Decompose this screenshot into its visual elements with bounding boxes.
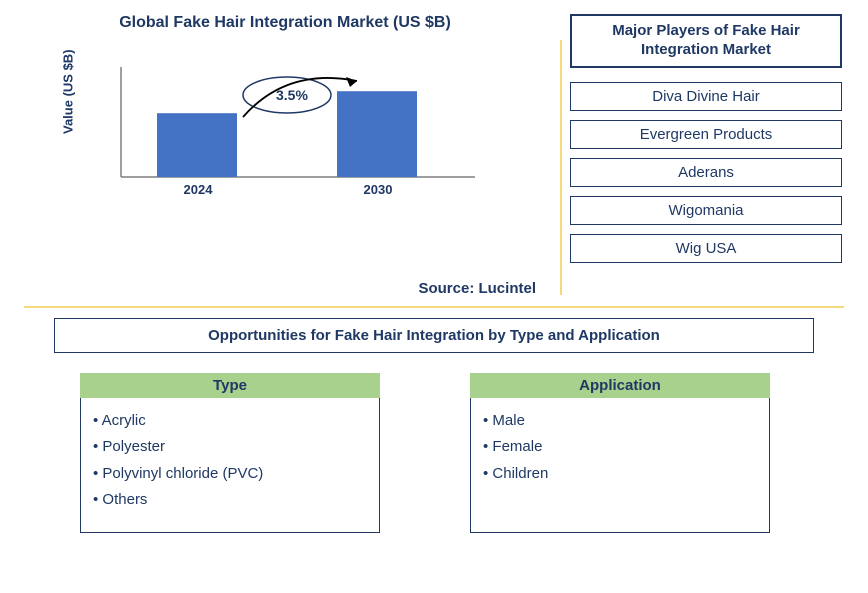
type-item: Acrylic	[93, 408, 367, 434]
source-label: Source: Lucintel	[418, 280, 536, 297]
type-column-header: Type	[80, 373, 380, 398]
chart-ylabel: Value (US $B)	[61, 49, 76, 134]
bar-chart-svg	[75, 57, 495, 197]
application-item: Female	[483, 434, 757, 460]
application-column: Application Male Female Children	[470, 373, 770, 533]
application-item: Children	[483, 461, 757, 487]
x-category-0: 2024	[158, 182, 238, 197]
chart-panel: Global Fake Hair Integration Market (US …	[0, 0, 570, 305]
growth-arrow-head	[346, 77, 357, 87]
bar-2024	[157, 113, 237, 177]
player-item: Evergreen Products	[570, 120, 842, 149]
type-list-box: Acrylic Polyester Polyvinyl chloride (PV…	[80, 398, 380, 533]
top-section: Global Fake Hair Integration Market (US …	[0, 0, 868, 305]
type-item: Polyester	[93, 434, 367, 460]
players-header: Major Players of Fake Hair Integration M…	[570, 14, 842, 68]
growth-rate-label: 3.5%	[276, 87, 308, 103]
type-item: Polyvinyl chloride (PVC)	[93, 461, 367, 487]
application-item: Male	[483, 408, 757, 434]
chart-title: Global Fake Hair Integration Market (US …	[20, 14, 550, 32]
horizontal-divider	[24, 306, 844, 308]
opportunities-section: Opportunities for Fake Hair Integration …	[0, 318, 868, 533]
bar-2030	[337, 91, 417, 177]
player-item: Wigomania	[570, 196, 842, 225]
vertical-divider	[560, 40, 562, 295]
x-category-1: 2030	[338, 182, 418, 197]
opportunities-header: Opportunities for Fake Hair Integration …	[54, 318, 814, 353]
players-panel: Major Players of Fake Hair Integration M…	[570, 0, 860, 305]
player-item: Aderans	[570, 158, 842, 187]
type-column: Type Acrylic Polyester Polyvinyl chlorid…	[80, 373, 380, 533]
opportunity-columns: Type Acrylic Polyester Polyvinyl chlorid…	[36, 373, 832, 533]
chart-area: Value (US $B) 3.5% 2024 2030	[20, 57, 550, 227]
player-item: Wig USA	[570, 234, 842, 263]
application-list-box: Male Female Children	[470, 398, 770, 533]
application-column-header: Application	[470, 373, 770, 398]
type-item: Others	[93, 487, 367, 513]
player-item: Diva Divine Hair	[570, 82, 842, 111]
